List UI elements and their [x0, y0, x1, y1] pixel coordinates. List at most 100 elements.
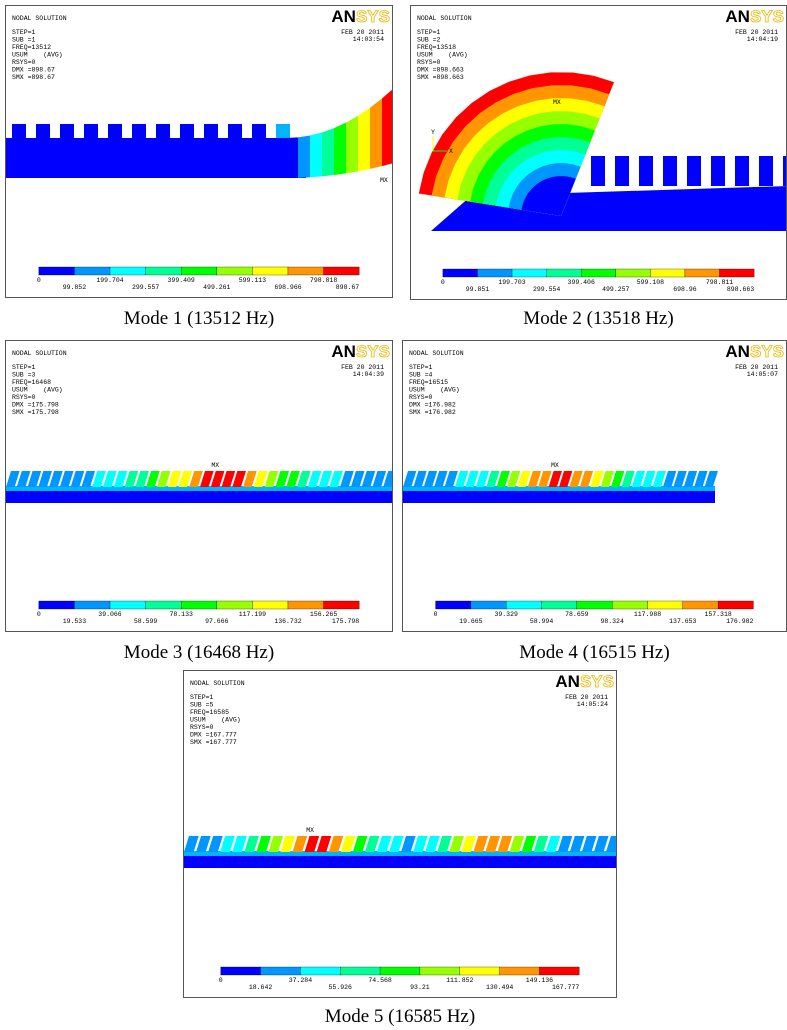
date: FEB 20 2011 [735, 364, 778, 371]
legend-label: 175.798 [332, 618, 359, 625]
info-line: STEP=1 [417, 29, 441, 36]
info-line: DMX =898.67 [12, 67, 55, 74]
mesh-region [694, 471, 708, 487]
mesh-region [286, 137, 298, 178]
legend-label: 167.777 [552, 984, 579, 991]
mesh-region [244, 836, 259, 852]
mesh-region [600, 471, 614, 487]
mesh-region [103, 471, 117, 487]
legend-label: 98.324 [600, 618, 624, 625]
mesh-region [642, 471, 656, 487]
mesh-region [276, 124, 290, 138]
mesh-region [413, 471, 427, 487]
mesh-region [370, 98, 382, 169]
mesh-region [663, 471, 677, 487]
logo-an: AN [725, 342, 750, 361]
info-line: SMX =898.663 [417, 74, 464, 81]
mesh-region [196, 836, 211, 852]
mesh-region [372, 471, 387, 487]
mesh-region [444, 471, 458, 487]
info-line: STEP=1 [12, 29, 36, 36]
mesh-region [252, 124, 266, 138]
legend-label: 137.653 [669, 618, 696, 625]
date: FEB 20 2011 [565, 694, 608, 701]
info-line: SUB =4 [409, 372, 433, 379]
mesh-region [27, 471, 42, 487]
mesh-region [156, 124, 170, 138]
caption: Mode 4 (16515 Hz) [519, 642, 670, 663]
legend-swatch [435, 600, 472, 610]
mesh-region [328, 836, 344, 852]
mesh-region [465, 471, 479, 487]
mesh-region [318, 471, 333, 487]
legend-swatch [650, 268, 686, 278]
mesh-region [59, 471, 74, 487]
legend-swatch [287, 266, 324, 276]
max-label: MX [551, 462, 559, 469]
legend-swatch [499, 966, 540, 976]
mesh-region [527, 471, 542, 487]
legend-swatch [300, 966, 341, 976]
panel-title: NODAL SOLUTION [417, 15, 472, 22]
panel-title: NODAL SOLUTION [190, 680, 245, 687]
mesh-region [361, 471, 376, 487]
panel-title: NODAL SOLUTION [12, 350, 67, 357]
legend-swatch [145, 600, 182, 610]
legend-swatch [38, 266, 75, 276]
mesh-region [36, 124, 50, 138]
info-line: USUM (AVG) [12, 387, 63, 394]
mesh-region [663, 156, 677, 186]
mesh-region [352, 836, 368, 852]
mesh-region [461, 836, 476, 852]
panel-title: NODAL SOLUTION [12, 15, 67, 22]
logo-an: AN [331, 342, 356, 361]
legend-swatch [109, 266, 146, 276]
legend-label: 898.663 [727, 286, 754, 293]
logo: ANSYS [331, 7, 390, 26]
legend-label: 19.665 [459, 618, 483, 625]
mesh-region [156, 471, 171, 487]
legend-swatch [506, 600, 542, 610]
info-line: USUM (AVG) [12, 52, 63, 59]
mesh-region [297, 471, 311, 487]
legend-label: 399.406 [568, 279, 595, 286]
info-line: USUM (AVG) [417, 52, 468, 59]
legend-label: 898.67 [336, 284, 360, 291]
info-line: STEP=1 [190, 694, 214, 701]
mesh-region [292, 836, 308, 852]
legend-label: 58.994 [530, 618, 554, 625]
date: FEB 20 2011 [341, 29, 384, 36]
legend-swatch [546, 268, 582, 278]
info-line: FREQ=16585 [190, 709, 229, 716]
caption: Mode 5 (16585 Hz) [324, 1006, 476, 1027]
time: 14:04:19 [747, 36, 778, 43]
info-line: SUB =2 [417, 37, 441, 44]
logo-an: AN [331, 7, 356, 26]
info-line: DMX =175.798 [12, 402, 59, 409]
mesh-region [475, 471, 490, 487]
mesh-region [485, 836, 501, 852]
mesh-region [581, 836, 597, 852]
legend-swatch [539, 966, 580, 976]
legend-label: 55.926 [329, 984, 353, 991]
mesh-region [304, 836, 320, 852]
mesh-region [220, 836, 235, 852]
legend-label: 698.966 [274, 284, 301, 291]
info-line: SMX =167.777 [190, 739, 237, 746]
ansys-panel: NODAL SOLUTION STEP=1 SUB =4 FREQ=16515 USUM… [402, 340, 787, 632]
legend-label: 499.257 [602, 286, 629, 293]
info-line: SUB =5 [190, 702, 214, 709]
legend-label: 0 [37, 277, 41, 284]
legend-swatch [615, 268, 651, 278]
legend-label: 0 [441, 279, 445, 286]
mesh-region [383, 471, 392, 487]
legend-label: 130.494 [486, 984, 513, 991]
mesh-region [437, 836, 452, 852]
legend-label: 157.318 [704, 611, 731, 618]
mesh-region [204, 124, 218, 138]
info-line: RSYS=0 [12, 59, 36, 66]
info-line: STEP=1 [409, 364, 433, 371]
mesh-region [232, 836, 247, 852]
